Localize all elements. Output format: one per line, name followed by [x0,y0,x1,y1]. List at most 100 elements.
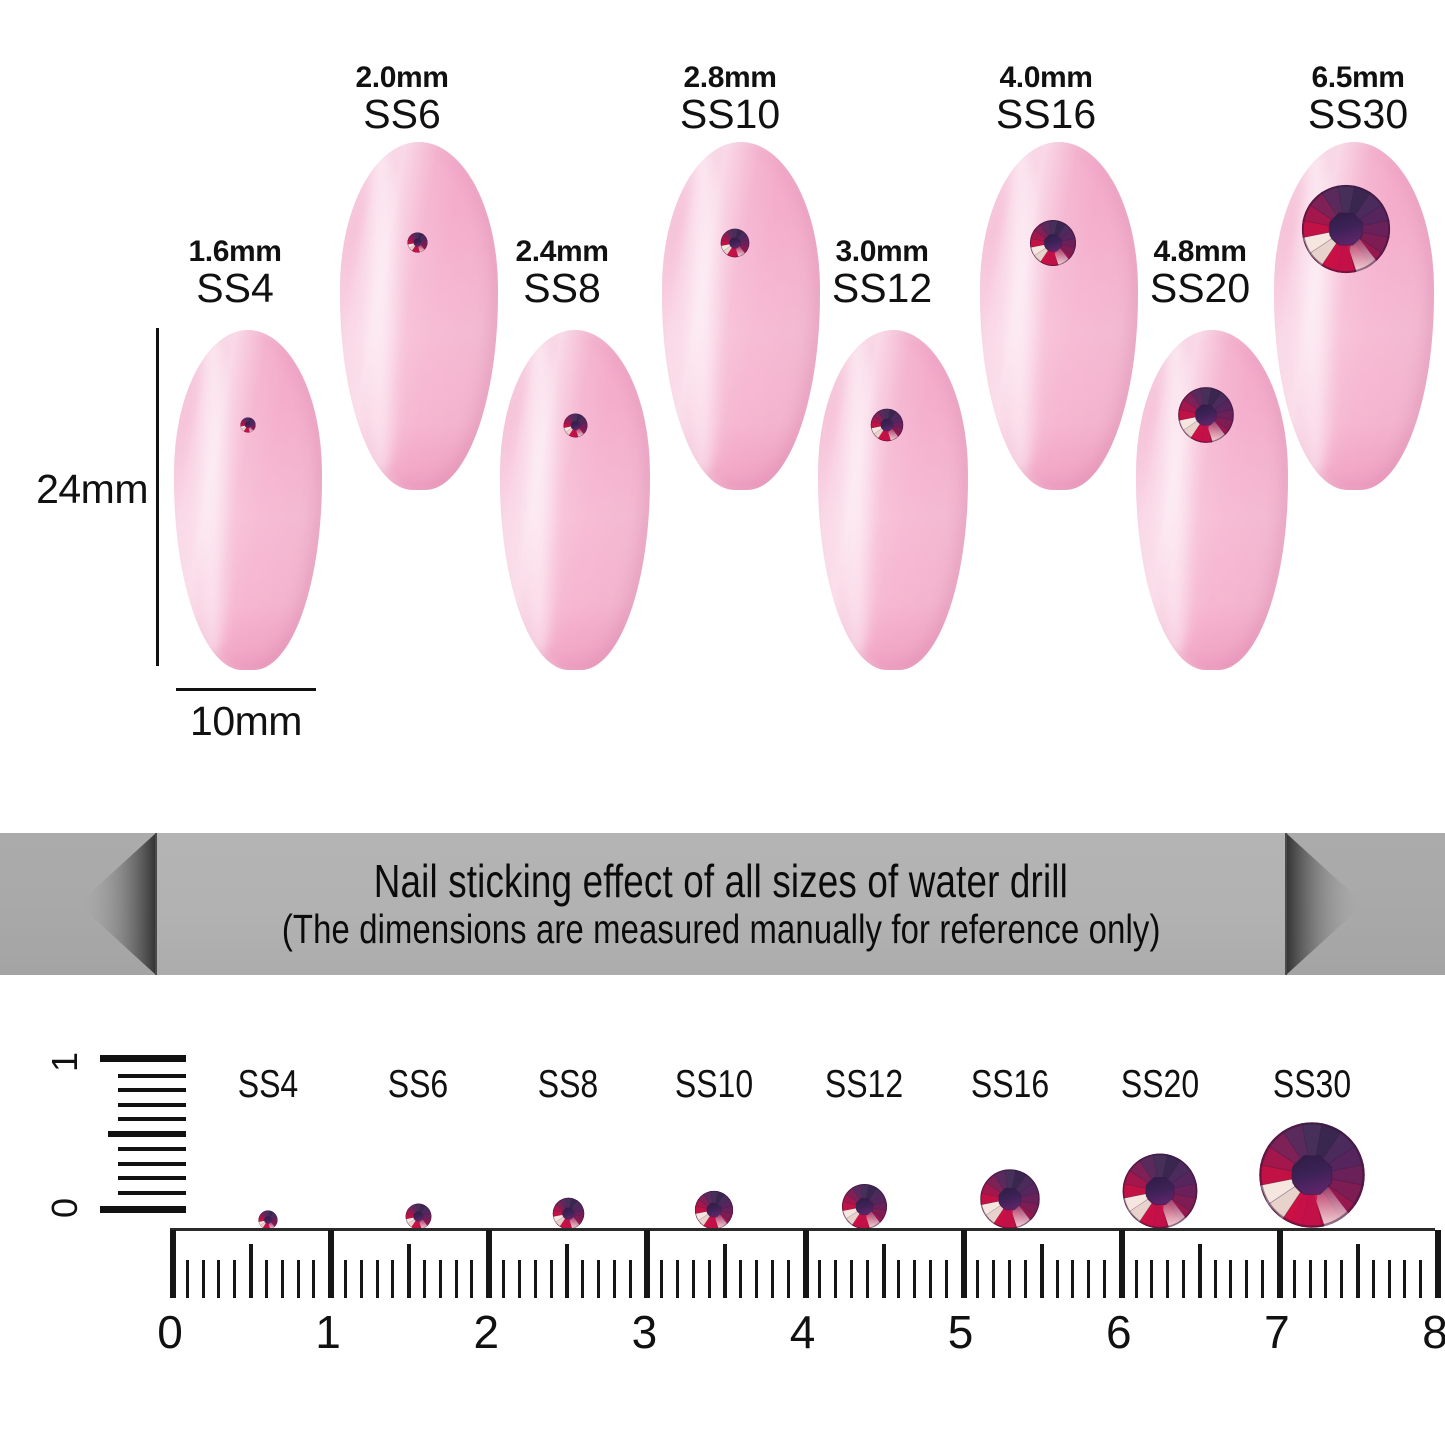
ruler-tick [249,1244,254,1298]
ruler-ss-label-ss20: SS20 [1120,1063,1200,1106]
nail-size-label-ss8: 2.4mm SS8 [432,236,692,310]
ruler-tick [723,1244,728,1298]
nail-swatch-ss6 [340,142,498,490]
ruler-tick [976,1260,980,1298]
ruler-tick [707,1260,711,1298]
nail-swatch-ss12 [818,330,968,670]
vruler-tick [108,1131,186,1137]
ruler-rhinestone-ss20 [1121,1152,1199,1230]
ruler-tick [486,1230,493,1298]
ruler-tick [691,1260,695,1298]
ruler-cm-number: 2 [473,1306,500,1358]
ruler-cm-number: 3 [631,1306,658,1358]
ruler-tick [944,1260,948,1298]
ruler-ss-label-ss16: SS16 [970,1063,1050,1106]
ruler-tick [170,1230,176,1298]
ruler-tick [960,1230,967,1298]
ruler-tick [770,1260,774,1298]
rhinestone-ss10 [720,228,750,258]
ruler-tick [1134,1260,1138,1298]
ruler-cm-number: 4 [789,1306,816,1358]
nail-size-label-ss30: 6.5mm SS30 [1228,62,1445,136]
vruler-number-0: 0 [44,1197,85,1219]
nail-size-mm: 2.4mm [515,235,609,268]
ruler-tick [565,1244,570,1298]
ruler-tick [913,1260,917,1298]
ruler-cm-number: 8 [1422,1306,1445,1358]
ruler-tick [359,1260,363,1298]
ruler-cm-number: 6 [1106,1306,1132,1358]
ruler-tick [1308,1260,1312,1298]
ruler-tick [470,1260,474,1298]
ruler-ss-label-ss12: SS12 [824,1063,904,1106]
ruler-ss-label-ss6: SS6 [387,1063,449,1106]
ruler-tick [992,1260,996,1298]
ruler-ss-label-ss4: SS4 [237,1063,299,1106]
ruler-tick [343,1260,347,1298]
ruler-tick [1371,1260,1375,1298]
ruler-tick [881,1244,886,1298]
nail-size-ss: SS16 [995,91,1097,138]
ruler-tick [1071,1260,1075,1298]
nail-size-mm: 2.8mm [683,61,777,94]
ruler-tick [596,1260,600,1298]
vruler-tick [118,1103,186,1107]
ruler-tick [644,1230,651,1298]
ruler-tick [375,1260,379,1298]
ruler-tick [407,1244,412,1298]
ruler-tick [264,1260,268,1298]
nail-size-ss: SS10 [679,91,781,138]
vruler-tick [118,1162,186,1166]
nail-size-mm: 6.5mm [1311,61,1405,94]
ruler-tick [280,1260,284,1298]
rhinestone-ss4 [240,417,256,433]
ruler-tick [1008,1260,1012,1298]
height-measure-line [156,328,159,666]
ruler-rhinestone-ss6 [405,1203,432,1230]
rhinestone-ss12 [870,408,904,442]
nail-size-mm: 2.0mm [355,61,449,94]
ruler-tick [929,1260,932,1298]
nail-size-ss: SS4 [196,265,274,312]
nail-size-label-ss10: 2.8mm SS10 [600,62,860,136]
ruler-tick [296,1260,300,1298]
height-measure-label: 24mm [36,466,148,512]
ruler-tick [1102,1260,1106,1298]
ruler-rhinestone-ss10 [694,1190,734,1230]
ruler-tick [897,1260,901,1298]
rhinestone-ss8 [563,413,588,438]
nail-size-label-ss16: 4.0mm SS16 [916,62,1176,136]
ruler-tick [581,1260,585,1298]
ruler-tick [849,1260,853,1298]
ruler-tick [502,1260,506,1298]
title-banner: Nail sticking effect of all sizes of wat… [0,833,1445,975]
width-measure-line [176,688,316,691]
vruler-tick [100,1206,186,1213]
nail-swatch-ss4 [174,330,322,670]
ruler-rhinestone-ss8 [552,1197,585,1230]
ruler-tick [1292,1260,1296,1298]
ruler-tick [1419,1260,1423,1298]
ruler-cm-number: 0 [157,1306,183,1358]
ruler-tick [1229,1260,1233,1298]
vruler-tick [118,1117,186,1121]
nail-size-ss: SS6 [363,91,441,138]
ruler-tick [1118,1230,1125,1298]
ruler-tick [755,1260,759,1298]
banner-title: Nail sticking effect of all sizes of wat… [373,854,1069,907]
ruler-tick [201,1260,205,1298]
ruler-ss-label-ss10: SS10 [674,1063,754,1106]
ruler-rhinestone-ss16 [979,1168,1041,1230]
nail-display-section: 24mm 10mm 1.6mm SS4 2.0mm SS6 2.4mm SS8 2.8mm S… [0,0,1445,833]
ruler-tick [739,1260,743,1298]
ruler-tick [1087,1260,1091,1298]
nail-size-mm: 3.0mm [835,235,929,268]
ruler-cm-number: 5 [947,1306,974,1358]
vruler-tick [118,1176,186,1180]
ruler-tick [423,1260,426,1298]
nail-size-label-ss20: 4.8mm SS20 [1070,236,1330,310]
ruler-tick [533,1260,537,1298]
ruler-tick [1150,1260,1154,1298]
